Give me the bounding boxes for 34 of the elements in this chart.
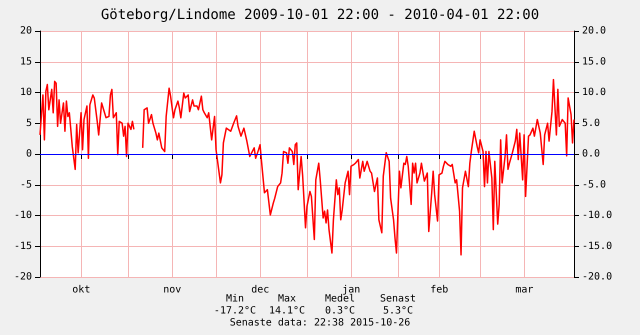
text: -17.2°C: [214, 306, 256, 316]
text: 5.3°C: [382, 306, 414, 316]
y-tick-label: -15: [14, 240, 32, 252]
x-tick-label: dec: [251, 284, 270, 296]
y-tick-label: 0: [26, 148, 32, 160]
y2-tick-label: 20.0: [582, 26, 606, 36]
y-tick-label: 20: [20, 26, 32, 36]
text: 14.1°C: [268, 306, 306, 316]
y-tick-label: -20: [14, 272, 32, 282]
text: Max: [278, 294, 296, 304]
text: Min: [226, 294, 244, 304]
y2-tick-label: -20.0: [582, 272, 612, 282]
y2-tick-label: 0.0: [582, 148, 600, 160]
x-tick-label: feb: [430, 284, 448, 296]
y2-tick-label: 15.0: [582, 56, 606, 68]
text: 0.3°C: [324, 306, 356, 316]
y2-tick-label: -15.0: [582, 240, 612, 252]
y-tick-label: 10: [20, 87, 32, 98]
text: Senast: [380, 294, 416, 304]
y2-tick-label: 10.0: [582, 87, 606, 98]
text: Medel: [324, 294, 356, 304]
y2-tick-label: -5.0: [582, 179, 606, 190]
y-tick-label: -10: [14, 210, 32, 221]
y-tick-label: 15: [20, 56, 32, 68]
x-tick-label: jan: [342, 284, 360, 296]
x-tick-label: okt: [72, 284, 90, 296]
y-tick-label: -5: [20, 179, 32, 190]
y-tick-label: 5: [26, 118, 32, 129]
chart-title: Göteborg/Lindome 2009-10-01 22:00 - 2010-04-01 22:00: [100, 7, 540, 23]
y2-tick-label: 5.0: [582, 118, 600, 129]
y2-tick-label: -10.0: [582, 210, 612, 221]
text: Senaste data: 22:38 2015-10-26: [230, 318, 410, 328]
x-tick-label: nov: [163, 284, 182, 296]
x-tick-label: mar: [515, 284, 534, 296]
